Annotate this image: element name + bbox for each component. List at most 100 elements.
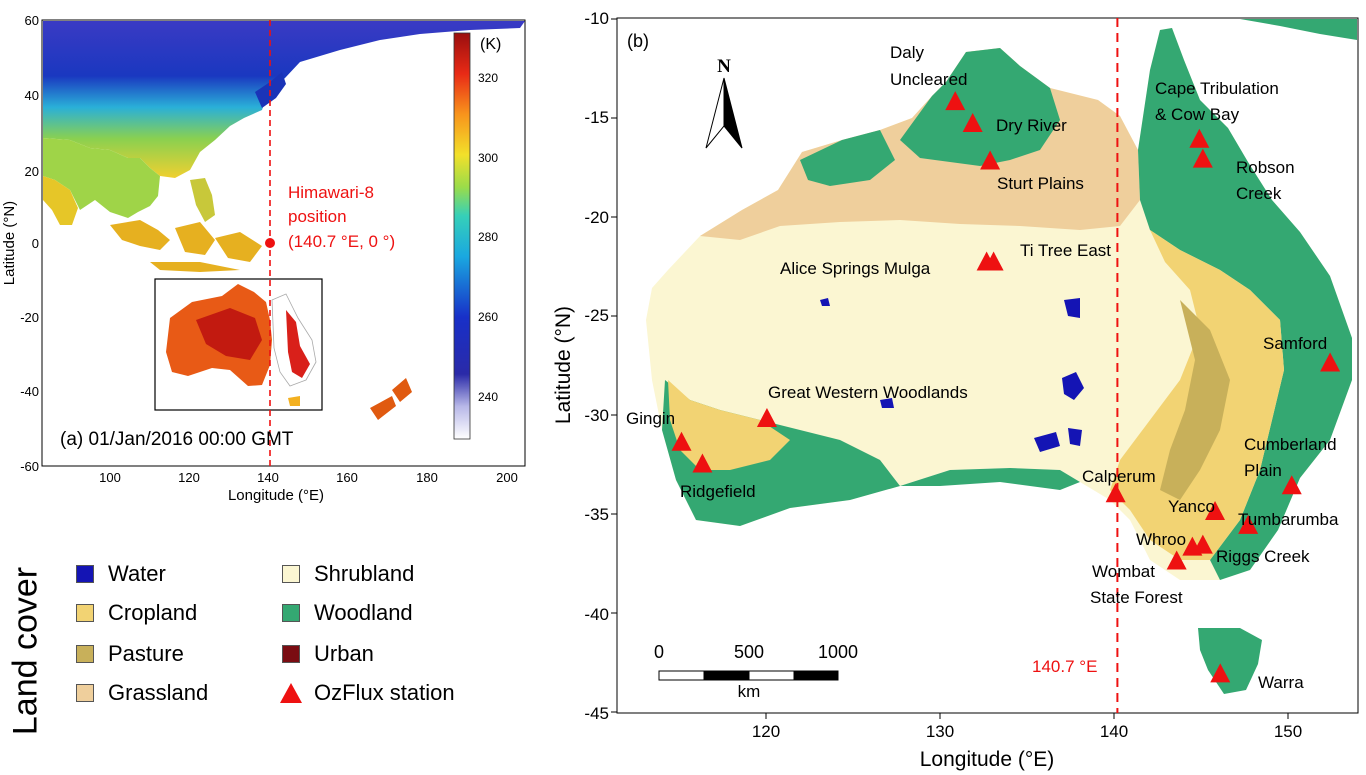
himawari-label-line1: Himawari-8	[288, 183, 374, 202]
panel-b-x-ticks: 120 130 140 150	[752, 722, 1302, 741]
x-tick-label: 120	[752, 722, 780, 741]
water-lake	[1034, 432, 1060, 452]
station-label-whroo: Whroo	[1136, 530, 1186, 549]
inset-australia-east-cloud	[286, 310, 310, 378]
station-label-cumberland-line2: Plain	[1244, 461, 1282, 480]
woodland-north	[900, 48, 1060, 166]
colorbar-tick-label: 260	[478, 310, 498, 324]
station-triangle-icon	[280, 683, 302, 703]
ozflux-station-marker	[1238, 514, 1259, 534]
x-tick-label: 140	[257, 470, 279, 485]
legend-label: Shrubland	[314, 561, 415, 586]
new-guinea-edge	[1240, 19, 1357, 40]
woodland-south-coast	[900, 468, 1080, 490]
himawari-label-line3: (140.7 °E, 0 °)	[288, 232, 395, 251]
legend-label: Water	[108, 561, 166, 586]
ozflux-station-marker	[1105, 483, 1126, 503]
station-label-warra: Warra	[1258, 673, 1304, 692]
y-tick-label: -25	[584, 306, 609, 325]
station-label-riggs-creek: Riggs Creek	[1216, 547, 1310, 566]
legend-label: Urban	[314, 641, 374, 666]
meridian-label: 140.7 °E	[1032, 657, 1097, 676]
station-label-cape-trib-line1: Cape Tribulation	[1155, 79, 1279, 98]
panel-a-y-ticks: 60 40 20 0 -20 -40 -60	[20, 13, 39, 474]
water-bodies	[820, 298, 1084, 452]
y-tick-label: -15	[584, 108, 609, 127]
panel-b-y-axis-label: Latitude (°N)	[552, 306, 575, 424]
station-label-gingin: Gingin	[626, 409, 675, 428]
x-tick-label: 140	[1100, 722, 1128, 741]
colorbar-ticks: 320 300 280 260 240	[478, 71, 498, 404]
ozflux-station-marker	[756, 407, 777, 427]
panel-a-label: (a) 01/Jan/2016 00:00 GMT	[60, 429, 294, 450]
scale-bar: 0 500 1000 km	[654, 642, 858, 701]
legend-title-text: Land cover	[6, 566, 45, 736]
asia-landmass	[43, 21, 525, 178]
y-tick-label: 40	[25, 88, 39, 103]
indonesia-islands	[110, 220, 262, 272]
y-tick-label: 20	[25, 164, 39, 179]
scale-unit: km	[738, 682, 761, 701]
x-tick-label: 100	[99, 470, 121, 485]
station-label-cape-trib-line2: & Cow Bay	[1155, 105, 1240, 124]
colorbar	[453, 32, 471, 440]
water-swatch	[76, 565, 94, 583]
north-arrow-label: N	[717, 56, 731, 77]
station-label-sturt-plains: Sturt Plains	[997, 174, 1084, 193]
legend-label: OzFlux station	[314, 680, 455, 705]
water-lake	[820, 298, 830, 306]
ozflux-station-marker	[980, 150, 1001, 170]
colorbar-tick-label: 240	[478, 390, 498, 404]
panel-a-y-axis-label: Latitude (°N)	[1, 201, 18, 285]
scale-segment	[793, 670, 839, 681]
scale-segment	[703, 670, 750, 681]
ozflux-station-marker	[1166, 550, 1187, 570]
x-tick-label: 200	[496, 470, 518, 485]
ozflux-station-marker	[1192, 534, 1213, 554]
legend-label: Woodland	[314, 600, 413, 625]
y-tick-label: -10	[584, 9, 609, 28]
ozflux-station-marker	[1192, 148, 1213, 168]
scale-tick-label: 500	[734, 642, 764, 662]
panel-b-tick-marks	[611, 18, 1289, 719]
water-lake	[880, 398, 894, 408]
grassland-swatch	[76, 684, 94, 702]
legend-item-urban: Urban	[282, 637, 374, 671]
cropland-southwest	[668, 380, 790, 470]
pasture-southeast	[1160, 300, 1230, 500]
scale-segment	[748, 670, 795, 681]
woodland-swatch	[282, 604, 300, 622]
y-tick-label: -35	[584, 505, 609, 524]
legend-label: Grassland	[108, 680, 209, 705]
inset-australia-hot	[196, 308, 262, 360]
urban-swatch	[282, 645, 300, 663]
station-label-great-western: Great Western Woodlands	[768, 383, 968, 402]
pasture-swatch	[76, 645, 94, 663]
scale-tick-label: 0	[654, 642, 664, 662]
station-label-calperum: Calperum	[1082, 467, 1156, 486]
y-tick-label: -20	[20, 310, 39, 325]
india-landmass	[43, 176, 78, 225]
ozflux-station-marker	[1320, 352, 1341, 372]
colorbar-unit: (K)	[480, 36, 501, 53]
himawari-label-line2: position	[288, 207, 347, 226]
north-arrow-black	[723, 77, 743, 149]
se-asia-landmass	[43, 138, 160, 218]
legend-label: Pasture	[108, 641, 184, 666]
y-tick-label: -40	[584, 605, 609, 624]
water-lake	[1062, 372, 1084, 400]
philippines-islands	[190, 178, 215, 222]
ozflux-station-marker	[962, 112, 983, 132]
legend-item-shrubland: Shrubland	[282, 557, 414, 591]
x-tick-label: 160	[336, 470, 358, 485]
station-label-tumbarumba: Tumbarumba	[1238, 510, 1339, 529]
water-lake	[1064, 298, 1080, 318]
panel-a-temperature-map: Himawari-8 position (140.7 °E, 0 °) (K) …	[1, 13, 526, 504]
colorbar-tick-label: 280	[478, 230, 498, 244]
panel-b-x-axis-label: Longitude (°E)	[920, 748, 1054, 771]
x-tick-label: 180	[416, 470, 438, 485]
station-label-robson-line2: Creek	[1236, 184, 1282, 203]
station-label-alice-springs: Alice Springs Mulga	[780, 259, 931, 278]
scale-segment	[658, 670, 705, 681]
y-tick-label: -40	[20, 384, 39, 399]
